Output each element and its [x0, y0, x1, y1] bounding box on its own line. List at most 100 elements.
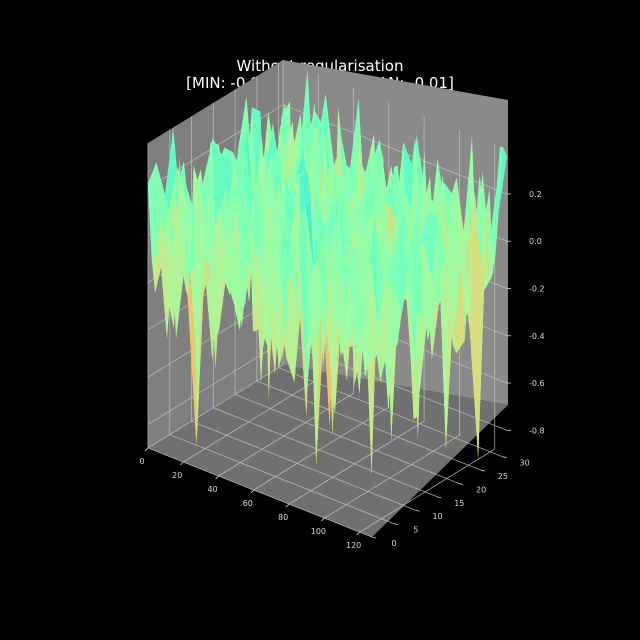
surface-patch — [368, 261, 381, 382]
surface-patch — [349, 210, 362, 312]
surface-patch — [427, 213, 440, 341]
x-tick-mark — [179, 461, 184, 466]
x-axis-ticks: 0 20 40 60 80 100 120 — [139, 447, 361, 550]
surface-patch — [263, 190, 276, 347]
z-tick-label: -0.2 — [529, 284, 545, 293]
surface-patch — [358, 252, 370, 340]
surface-patch — [345, 218, 357, 278]
x-tick-mark — [285, 503, 290, 508]
x-tick-mark — [356, 531, 360, 536]
y-tick-label: 10 — [432, 512, 442, 521]
surface-patch — [376, 274, 389, 382]
y-tick-mark — [393, 523, 398, 526]
surface-patch — [452, 259, 465, 354]
surface-patch — [197, 251, 209, 436]
y-tick-mark — [480, 469, 485, 472]
surface-patch — [330, 266, 342, 328]
surface-patch — [319, 236, 332, 372]
z-tick-label: -0.4 — [529, 332, 545, 341]
surface-patch — [211, 218, 223, 339]
surface-patch — [253, 269, 265, 334]
surface-patch — [194, 178, 207, 249]
surface-patch — [344, 227, 356, 350]
surface-patch — [384, 172, 397, 220]
surface-patch — [316, 238, 328, 318]
surface-patch — [353, 250, 366, 346]
surface-patch — [271, 126, 284, 224]
surface-patch — [179, 155, 192, 301]
surface-patch — [495, 147, 507, 258]
surface-patch — [410, 208, 423, 316]
z-tick-label: -0.8 — [529, 426, 545, 435]
surface-mesh — [148, 69, 507, 475]
x-tick-mark — [321, 517, 325, 522]
surface-patch — [277, 196, 290, 357]
surface-patch — [214, 224, 227, 339]
surface-patch — [385, 274, 398, 347]
surface-patch — [486, 213, 499, 279]
x-tick-label: 0 — [139, 457, 144, 466]
surface-patch — [436, 213, 448, 304]
y-tick-mark — [371, 536, 377, 539]
x-tick-label: 40 — [207, 485, 217, 494]
x-tick-label: 20 — [172, 471, 182, 480]
surface-patch — [408, 232, 421, 417]
x-tick-label: 120 — [346, 541, 361, 550]
surface-patch — [309, 116, 322, 262]
x-tick-label: 60 — [243, 499, 253, 508]
surface-patch — [398, 231, 411, 313]
surface-patch — [396, 190, 409, 305]
z-tick-label: 0.2 — [529, 190, 542, 199]
surface-patch — [309, 253, 321, 339]
surface-patch — [360, 159, 373, 264]
surface-patch — [234, 188, 247, 250]
surface-patch — [193, 165, 206, 436]
surface-patch — [444, 256, 457, 354]
surface-patch — [176, 155, 188, 339]
x-tick-mark — [144, 447, 149, 452]
surface-patch — [234, 137, 247, 305]
surface-patch — [205, 215, 218, 271]
x-tick-mark — [250, 489, 255, 494]
y-axis-ticks: 0 5 10 15 20 25 30 — [371, 456, 530, 548]
surface-patch — [353, 218, 366, 252]
z-axis-ticks: 0.2 0.0 -0.2 -0.4 -0.6 -0.8 — [507, 190, 545, 435]
y-tick-label: 0 — [391, 539, 396, 548]
surface-patch — [393, 283, 406, 347]
y-tick-label: 5 — [413, 526, 418, 535]
surface-patch — [201, 197, 214, 252]
surface-patch — [461, 210, 474, 341]
surface-patch — [421, 175, 434, 232]
surface-patch — [158, 220, 171, 339]
surface-patch — [299, 69, 311, 178]
surface-patch — [390, 231, 403, 313]
surface-patch — [288, 237, 300, 316]
x-tick-mark — [215, 475, 219, 480]
surface-patch — [169, 194, 181, 258]
surface-patch — [302, 199, 314, 273]
surface-patch — [155, 235, 167, 339]
y-tick-label: 15 — [454, 499, 464, 508]
x-tick-label: 80 — [278, 513, 288, 522]
surface-patch — [229, 158, 242, 289]
y-tick-mark — [415, 509, 420, 512]
surface-patch — [351, 309, 363, 394]
surface-patch — [183, 201, 195, 343]
surface-patch — [207, 218, 220, 317]
x-tick-label: 100 — [311, 527, 326, 536]
surface-patch — [312, 204, 324, 258]
surface-patch — [402, 240, 415, 313]
surface-patch — [235, 204, 248, 284]
surface-patch — [164, 127, 177, 209]
surface-patch — [281, 217, 293, 295]
surface-patch — [469, 210, 482, 460]
y-tick-mark — [458, 483, 464, 485]
y-tick-mark — [437, 496, 442, 499]
surface-patch — [478, 216, 491, 460]
surface-patch — [274, 196, 286, 357]
y-tick-label: 25 — [498, 472, 508, 481]
surface-patch — [260, 246, 272, 347]
surface-patch — [278, 203, 291, 266]
